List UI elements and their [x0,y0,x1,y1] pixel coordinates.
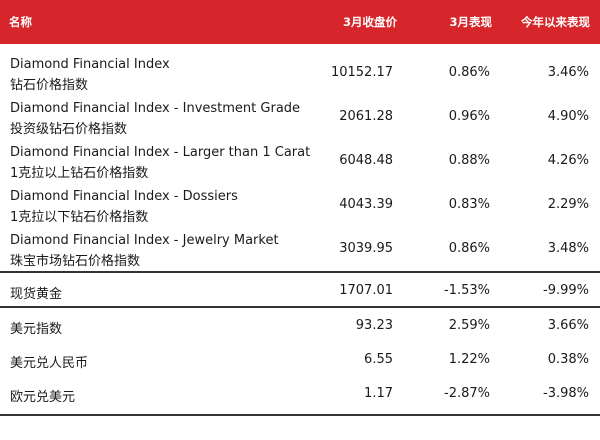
row-ytd-performance: -3.98% [543,386,589,401]
row-close-price: 93.23 [355,318,393,333]
row-name-en: Diamond Financial Index - Dossiers [10,189,238,204]
table-row: 现货黄金 1707.01 -1.53% -9.99% [0,273,600,307]
row-name-cn: 投资级钻石价格指数 [10,122,128,137]
row-name-cn: 美元指数 [10,322,63,337]
row-name-cn: 现货黄金 [10,287,63,302]
row-divider [0,306,600,308]
row-name-cn: 美元兑人民币 [10,356,89,371]
row-name-en: Diamond Financial Index - Jewelry Market [10,233,279,248]
row-name-cn: 1克拉以上钻石价格指数 [10,166,149,181]
row-ytd-performance: 2.29% [547,197,589,212]
table-row: 美元兑人民币 6.55 1.22% 0.38% [0,342,600,376]
row-close-price: 2061.28 [339,109,393,124]
row-ytd-performance: 4.26% [547,153,589,168]
row-close-price: 1707.01 [339,283,393,298]
row-divider [0,271,600,273]
row-ytd-performance: 3.66% [547,318,589,333]
row-name-cn: 欧元兑美元 [10,390,76,405]
row-name-en: Diamond Financial Index - Larger than 1 … [10,145,311,160]
row-ytd-performance: 0.38% [547,352,589,367]
row-close-price: 1.17 [364,386,393,401]
row-name-cn: 1克拉以下钻石价格指数 [10,210,149,225]
row-march-performance: 1.22% [448,352,490,367]
row-ytd-performance: -9.99% [543,283,589,298]
row-close-price: 4043.39 [339,197,393,212]
row-march-performance: -1.53% [444,283,490,298]
table-row: 美元指数 93.23 2.59% 3.66% [0,308,600,342]
table-row: 欧元兑美元 1.17 -2.87% -3.98% [0,376,600,410]
row-close-price: 6048.48 [339,153,393,168]
row-march-performance: 0.86% [448,241,490,256]
table-row: Diamond Financial Index - Jewelry Market… [0,226,600,270]
table-row: Diamond Financial Index 钻石价格指数 10152.17 … [0,50,600,94]
row-ytd-performance: 4.90% [547,109,589,124]
row-close-price: 3039.95 [339,241,393,256]
row-name-cn: 珠宝市场钻石价格指数 [10,254,141,269]
header-name: 名称 [9,15,32,29]
table-row: Diamond Financial Index - Dossiers 1克拉以下… [0,182,600,226]
row-march-performance: 0.96% [448,109,490,124]
row-march-performance: 0.88% [448,153,490,168]
header-ytd-performance: 今年以来表现 [521,15,590,29]
row-name-en: Diamond Financial Index [10,57,170,72]
row-march-performance: 2.59% [448,318,490,333]
table-row: Diamond Financial Index - Larger than 1 … [0,138,600,182]
header-march-performance: 3月表现 [449,15,492,29]
row-name-en: Diamond Financial Index - Investment Gra… [10,101,301,116]
row-ytd-performance: 3.48% [547,241,589,256]
header-close-price: 3月收盘价 [342,15,397,29]
row-close-price: 6.55 [364,352,393,367]
row-march-performance: 0.83% [448,197,490,212]
row-name-cn: 钻石价格指数 [10,78,89,93]
table-bottom-rule [0,414,600,416]
row-march-performance: 0.86% [448,65,490,80]
table-header: 名称 3月收盘价 3月表现 今年以来表现 [0,0,600,44]
row-ytd-performance: 3.46% [547,65,589,80]
table-row: Diamond Financial Index - Investment Gra… [0,94,600,138]
row-close-price: 10152.17 [330,65,393,80]
row-march-performance: -2.87% [444,386,490,401]
